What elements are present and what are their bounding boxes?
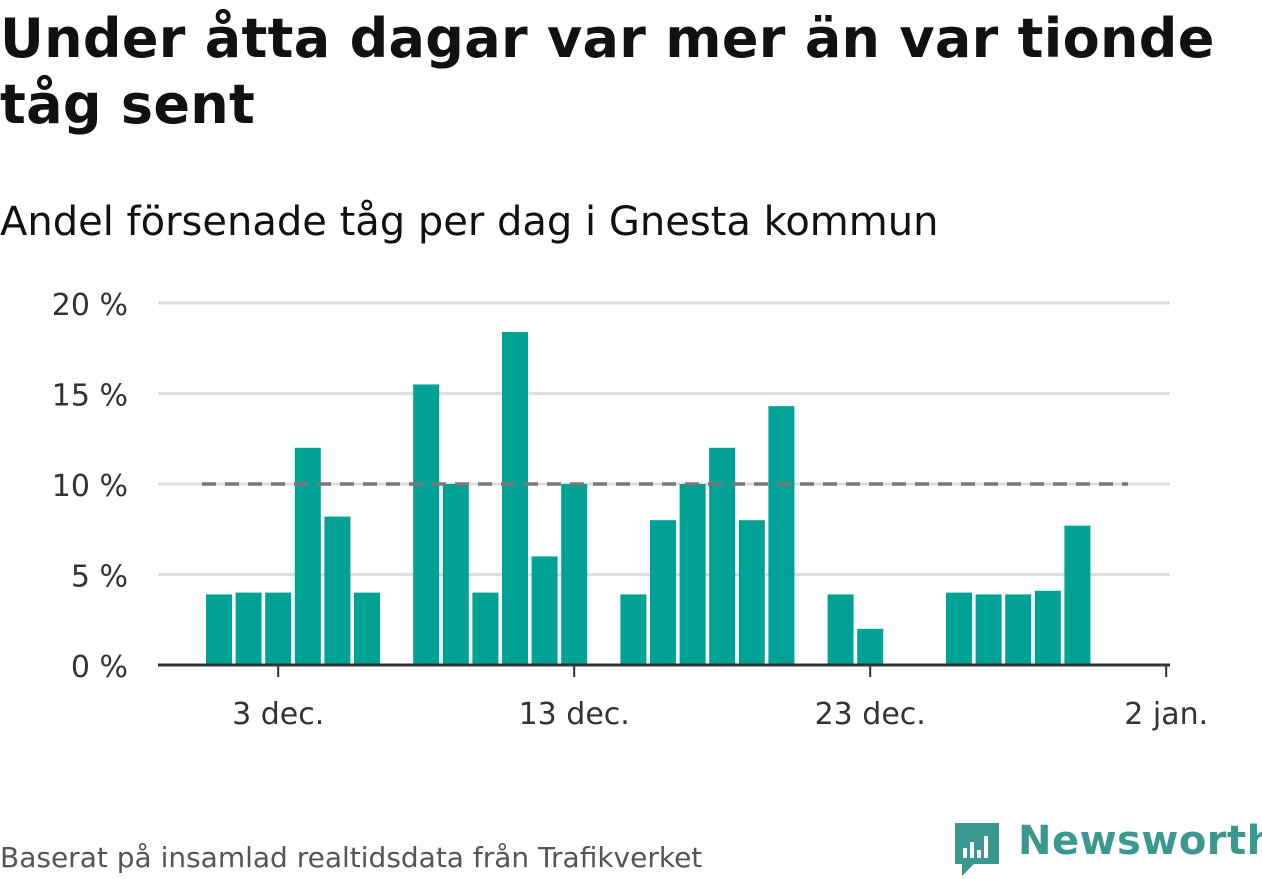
bar[interactable]	[442, 484, 469, 665]
y-tick-label: 10 %	[52, 469, 128, 504]
bar[interactable]	[709, 447, 736, 665]
y-tick-label: 5 %	[71, 560, 128, 595]
bar[interactable]	[1064, 525, 1091, 665]
x-tick-label: 23 dec.	[815, 697, 926, 732]
bar-chart: 0 % 5 % 10 % 15 % 20 % 3 dec. 13 dec. 23 dec. 2 …	[52, 288, 1208, 732]
x-tick-label: 13 dec.	[519, 697, 630, 732]
bar[interactable]	[975, 594, 1002, 665]
bar[interactable]	[472, 592, 499, 665]
chart-subtitle: Andel försenade tåg per dag i Gnesta kom…	[0, 199, 939, 245]
bar[interactable]	[768, 406, 795, 665]
bar[interactable]	[531, 556, 558, 665]
bar[interactable]	[294, 447, 321, 665]
bar[interactable]	[265, 592, 292, 665]
newsworthy-logo-icon	[955, 823, 999, 876]
bar[interactable]	[235, 592, 262, 665]
bar[interactable]	[502, 331, 528, 665]
bar[interactable]	[679, 484, 706, 665]
y-tick-label: 15 %	[52, 379, 128, 414]
chart-title: Under åtta dagar var mer än var tionde t…	[0, 7, 1215, 136]
bar[interactable]	[738, 520, 765, 665]
y-tick-label: 0 %	[71, 650, 128, 685]
bar[interactable]	[561, 484, 588, 665]
x-tick-label: 2 jan.	[1124, 697, 1208, 732]
bar[interactable]	[946, 592, 972, 665]
y-tick-label: 20 %	[52, 288, 128, 323]
bar[interactable]	[827, 594, 854, 665]
bar[interactable]	[324, 516, 351, 665]
bar[interactable]	[354, 592, 380, 665]
source-note: Baserat på insamlad realtidsdata från Tr…	[0, 841, 703, 874]
brand-name: Newsworthy	[1018, 818, 1262, 864]
bar[interactable]	[1034, 590, 1061, 665]
bar[interactable]	[1005, 594, 1032, 665]
newsworthy-brand[interactable]: Newsworthy	[946, 814, 1262, 878]
bar[interactable]	[206, 594, 232, 665]
bar[interactable]	[650, 520, 676, 665]
bar[interactable]	[857, 628, 884, 665]
x-tick-label: 3 dec.	[232, 697, 324, 732]
bar[interactable]	[620, 594, 647, 665]
bar[interactable]	[413, 384, 440, 665]
